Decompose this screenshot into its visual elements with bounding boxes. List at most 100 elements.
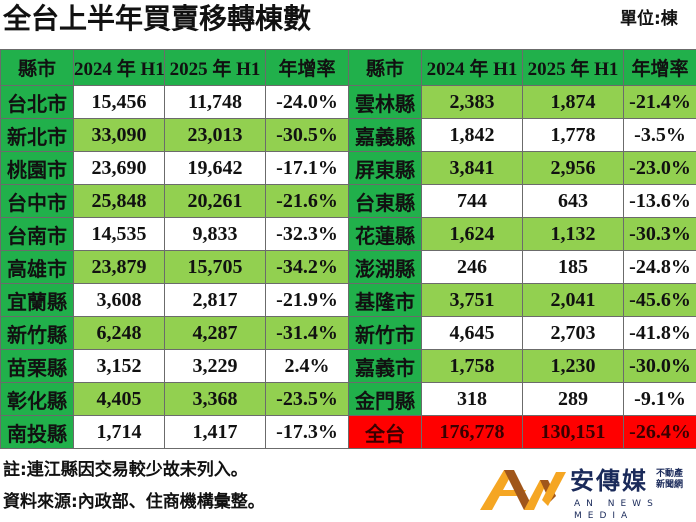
data-source: 資料來源:內政部、住商機構彙整。 [3,492,265,512]
logo-chinese-name: 安傳媒 [570,467,648,495]
column-header-2024h1: 2024 年 H1 [421,49,523,86]
table-header-row: 縣市 2024 年 H1 2025 年 H1 年增率 [348,49,696,86]
table-header-row: 縣市 2024 年 H1 2025 年 H1 年增率 [0,49,349,86]
anm-logo-icon [480,470,566,510]
column-header-2024h1: 2024 年 H1 [73,49,165,86]
value-yoy: -21.4% [623,85,696,119]
county-name: 高雄市 [0,250,74,284]
table-row: 台南市 14,535 9,833 -32.3% [0,217,349,251]
column-header-county: 縣市 [0,49,74,86]
value-2024h1: 1,624 [421,217,523,251]
value-yoy: -13.6% [623,184,696,218]
table-row: 宜蘭縣 3,608 2,817 -21.9% [0,283,349,317]
table-row: 雲林縣 2,383 1,874 -21.4% [348,85,696,119]
value-2024h1: 14,535 [73,217,165,251]
value-2024h1: 1,758 [421,349,523,383]
table-row: 基隆市 3,751 2,041 -45.6% [348,283,696,317]
table-row: 屏東縣 3,841 2,956 -23.0% [348,151,696,185]
table-row: 台東縣 744 643 -13.6% [348,184,696,218]
value-2025h1: 643 [522,184,624,218]
page-title: 全台上半年買賣移轉棟數 [3,2,312,35]
table-row: 南投縣 1,714 1,417 -17.3% [0,415,349,449]
value-2024h1: 3,841 [421,151,523,185]
value-2025h1: 15,705 [164,250,266,284]
value-yoy: -21.9% [265,283,349,317]
county-name: 台中市 [0,184,74,218]
table-row: 新竹市 4,645 2,703 -41.8% [348,316,696,350]
county-name: 金門縣 [348,382,422,416]
county-name: 桃園市 [0,151,74,185]
logo-subtitle-line1: 不動產 [656,469,684,479]
value-yoy: -17.3% [265,415,349,449]
table-row: 澎湖縣 246 185 -24.8% [348,250,696,284]
logo-english-name: AN NEWS MEDIA [574,499,659,521]
value-2024h1: 3,608 [73,283,165,317]
county-name: 南投縣 [0,415,74,449]
total-yoy: -26.4% [623,415,696,449]
value-2024h1: 25,848 [73,184,165,218]
county-name: 新北市 [0,118,74,152]
county-name: 嘉義縣 [348,118,422,152]
value-2025h1: 1,230 [522,349,624,383]
county-name: 基隆市 [348,283,422,317]
value-2025h1: 1,417 [164,415,266,449]
value-yoy: -41.8% [623,316,696,350]
county-name: 花蓮縣 [348,217,422,251]
value-yoy: -32.3% [265,217,349,251]
total-2024h1: 176,778 [421,415,523,449]
value-yoy: -17.1% [265,151,349,185]
table-row: 彰化縣 4,405 3,368 -23.5% [0,382,349,416]
table-row: 嘉義市 1,758 1,230 -30.0% [348,349,696,383]
county-name: 彰化縣 [0,382,74,416]
total-label: 全台 [348,415,422,449]
value-2024h1: 2,383 [421,85,523,119]
value-2024h1: 4,405 [73,382,165,416]
value-yoy: -24.0% [265,85,349,119]
value-2024h1: 3,751 [421,283,523,317]
column-header-yoy: 年增率 [623,49,696,86]
county-name: 苗栗縣 [0,349,74,383]
value-2024h1: 33,090 [73,118,165,152]
value-yoy: -31.4% [265,316,349,350]
value-yoy: -30.5% [265,118,349,152]
value-yoy: -9.1% [623,382,696,416]
footnote: 註:連江縣因交易較少故未列入。 [3,460,248,480]
value-yoy: -23.0% [623,151,696,185]
value-2024h1: 23,879 [73,250,165,284]
value-yoy: -21.6% [265,184,349,218]
value-2025h1: 20,261 [164,184,266,218]
value-2025h1: 1,778 [522,118,624,152]
column-header-yoy: 年增率 [265,49,349,86]
table-row: 高雄市 23,879 15,705 -34.2% [0,250,349,284]
value-2025h1: 3,368 [164,382,266,416]
value-2024h1: 23,690 [73,151,165,185]
value-2024h1: 318 [421,382,523,416]
county-name: 嘉義市 [348,349,422,383]
table-row: 金門縣 318 289 -9.1% [348,382,696,416]
value-2024h1: 6,248 [73,316,165,350]
value-yoy: -34.2% [265,250,349,284]
value-yoy: -24.8% [623,250,696,284]
total-2025h1: 130,151 [522,415,624,449]
value-2025h1: 2,956 [522,151,624,185]
value-2025h1: 1,132 [522,217,624,251]
table-row: 台北市 15,456 11,748 -24.0% [0,85,349,119]
value-2024h1: 3,152 [73,349,165,383]
brand-logo: 安傳媒 不動產 新聞網 AN NEWS MEDIA [478,466,696,521]
value-2025h1: 289 [522,382,624,416]
county-name: 新竹縣 [0,316,74,350]
county-name: 澎湖縣 [348,250,422,284]
county-name: 屏東縣 [348,151,422,185]
value-yoy: 2.4% [265,349,349,383]
logo-subtitle-line2: 新聞網 [656,480,684,490]
county-name: 台北市 [0,85,74,119]
value-2025h1: 11,748 [164,85,266,119]
value-2024h1: 246 [421,250,523,284]
value-2024h1: 744 [421,184,523,218]
value-2025h1: 3,229 [164,349,266,383]
table-row: 花蓮縣 1,624 1,132 -30.3% [348,217,696,251]
right-data-table: 縣市 2024 年 H1 2025 年 H1 年增率 雲林縣 2,383 1,8… [348,49,696,449]
table-row: 新北市 33,090 23,013 -30.5% [0,118,349,152]
column-header-2025h1: 2025 年 H1 [164,49,266,86]
table-row: 嘉義縣 1,842 1,778 -3.5% [348,118,696,152]
